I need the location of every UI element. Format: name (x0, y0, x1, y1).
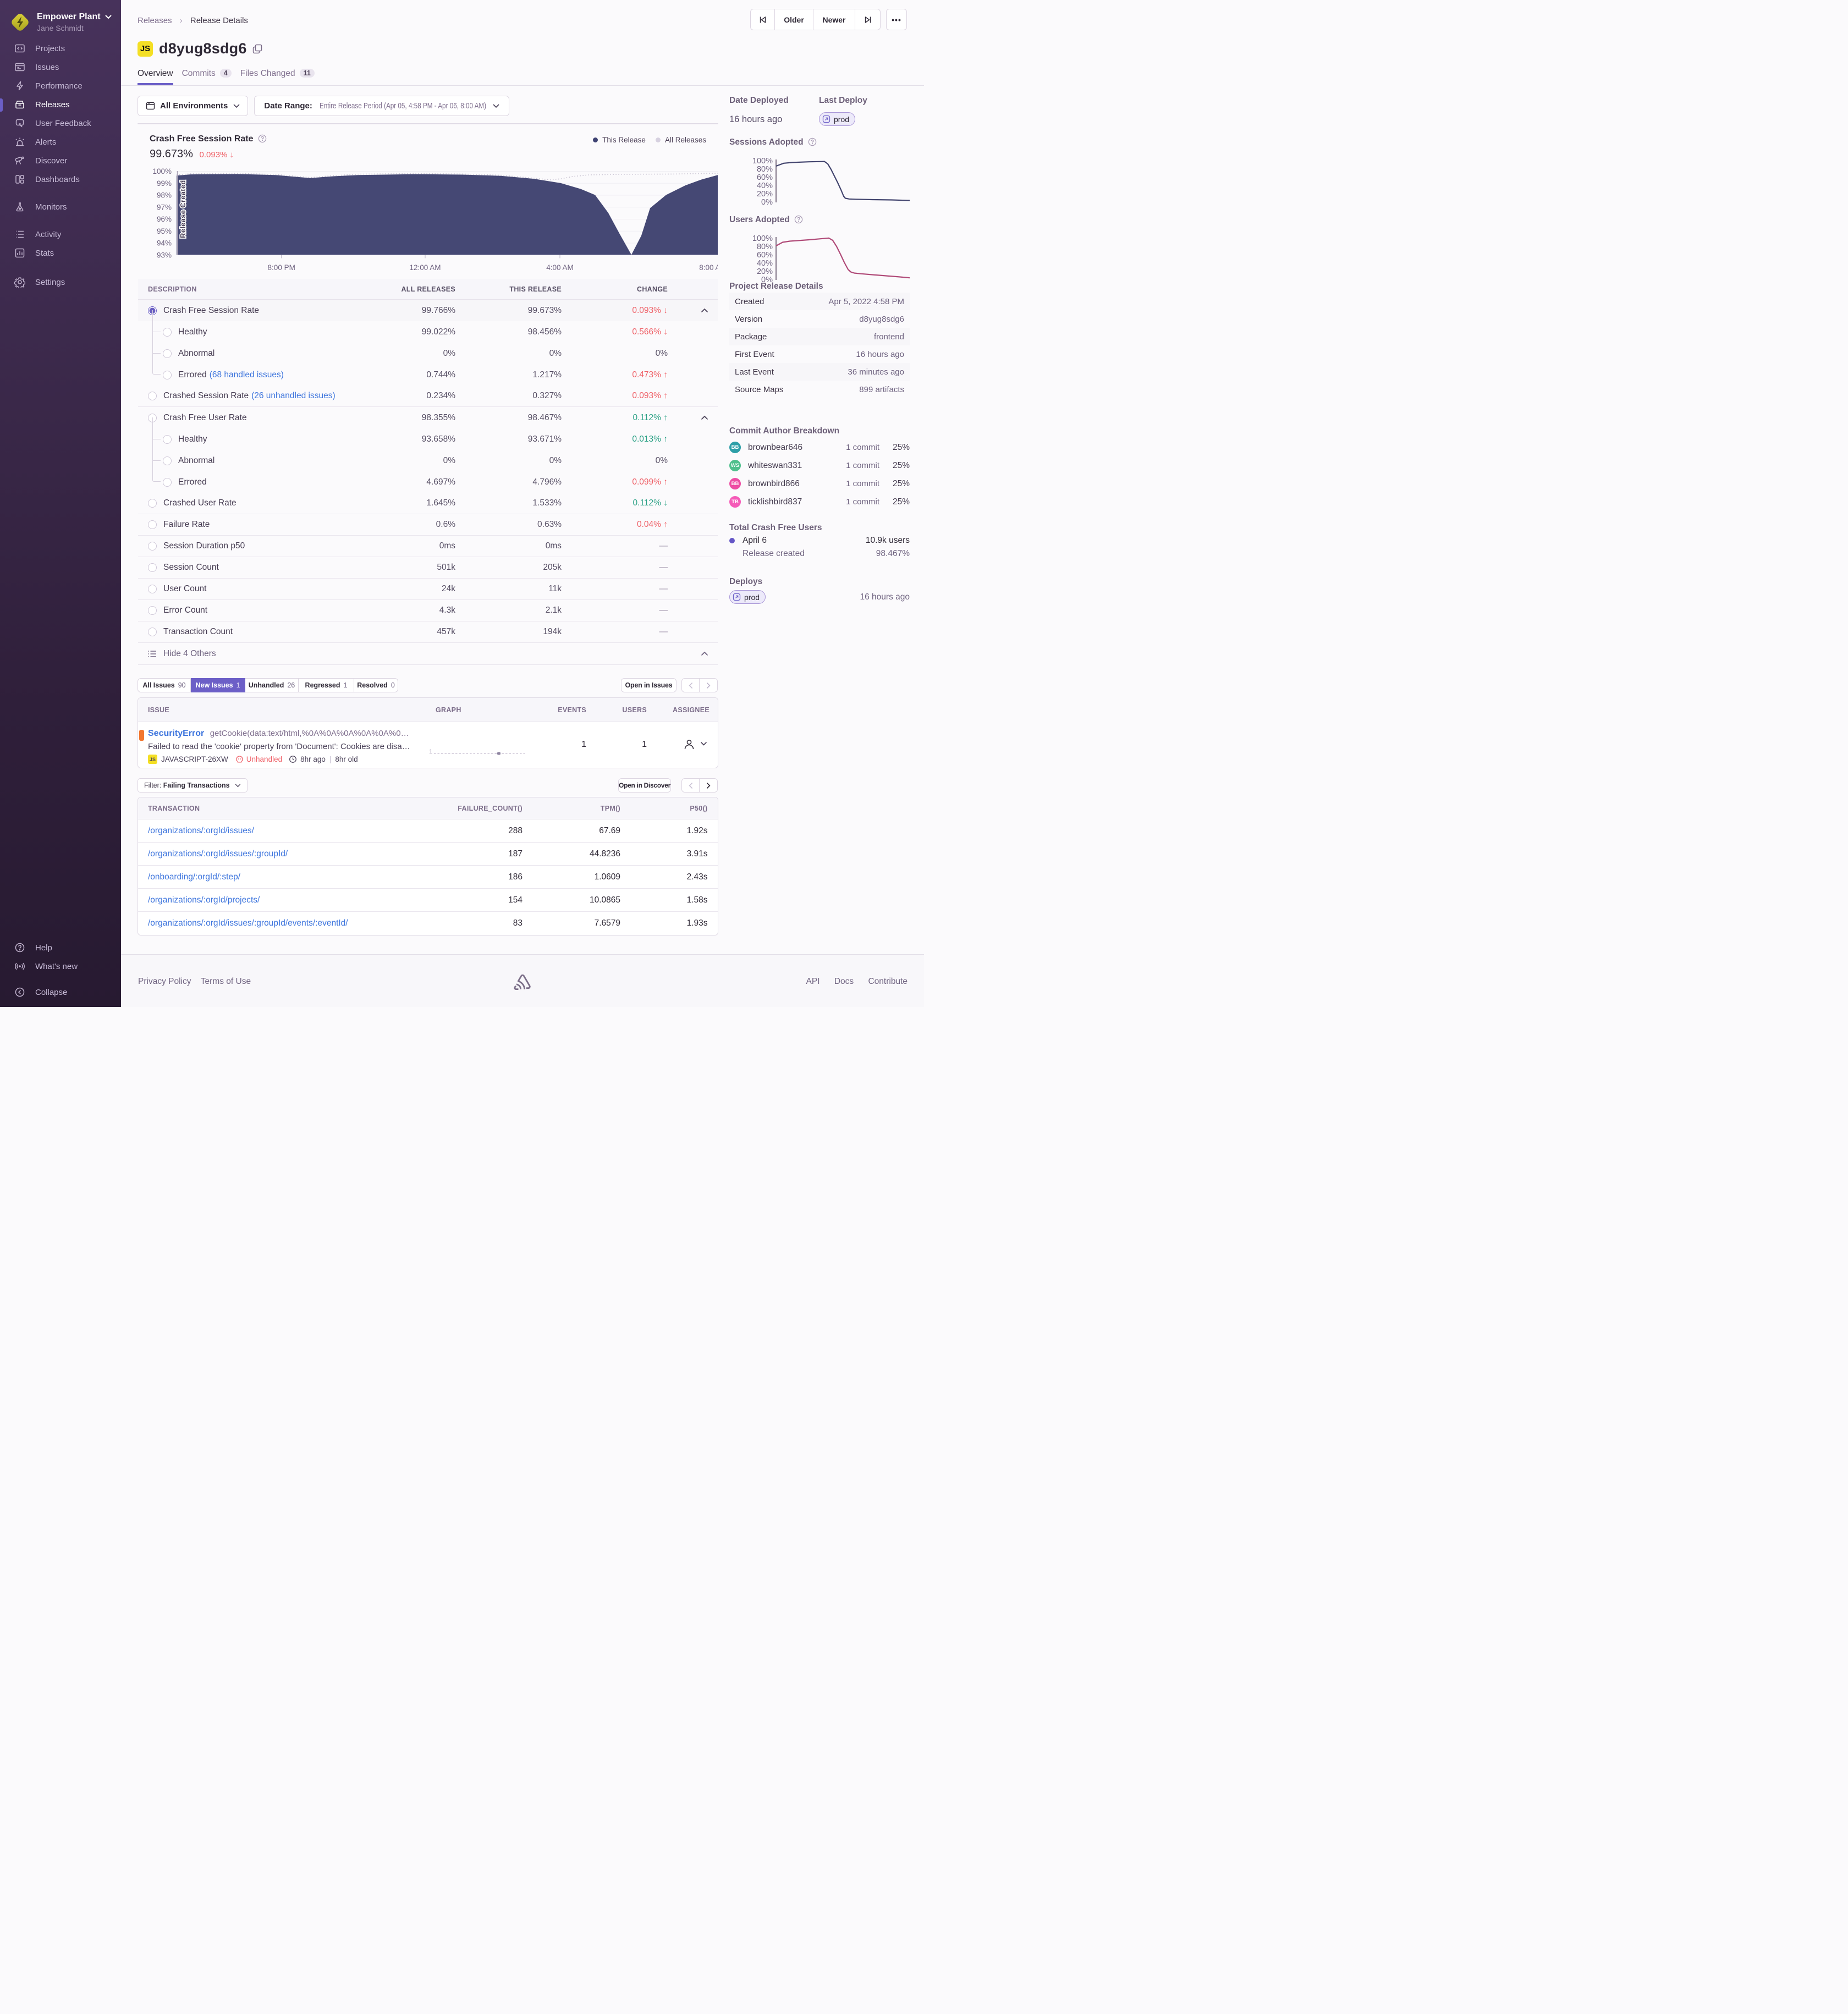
svg-text:97%: 97% (157, 203, 172, 212)
svg-text:8:00 AM: 8:00 AM (699, 263, 718, 272)
svg-text:0%: 0% (761, 276, 773, 284)
svg-text:99%: 99% (157, 179, 172, 188)
svg-text:80%: 80% (757, 243, 773, 251)
svg-text:20%: 20% (757, 267, 773, 276)
svg-text:Release Created: Release Created (179, 180, 187, 238)
svg-text:0%: 0% (761, 198, 773, 207)
svg-text:4:00 AM: 4:00 AM (546, 263, 574, 272)
svg-text:95%: 95% (157, 227, 172, 235)
svg-text:12:00 AM: 12:00 AM (409, 263, 441, 272)
svg-text:100%: 100% (752, 157, 773, 166)
svg-text:100%: 100% (752, 234, 773, 243)
svg-text:100%: 100% (152, 167, 172, 175)
svg-text:40%: 40% (757, 259, 773, 268)
svg-text:40%: 40% (757, 181, 773, 190)
svg-text:60%: 60% (757, 173, 773, 182)
svg-text:60%: 60% (757, 251, 773, 260)
svg-text:20%: 20% (757, 190, 773, 199)
svg-text:94%: 94% (157, 239, 172, 247)
svg-text:8:00 PM: 8:00 PM (268, 263, 295, 272)
svg-text:96%: 96% (157, 215, 172, 223)
svg-text:93%: 93% (157, 251, 172, 260)
svg-text:80%: 80% (757, 165, 773, 174)
svg-text:98%: 98% (157, 191, 172, 200)
